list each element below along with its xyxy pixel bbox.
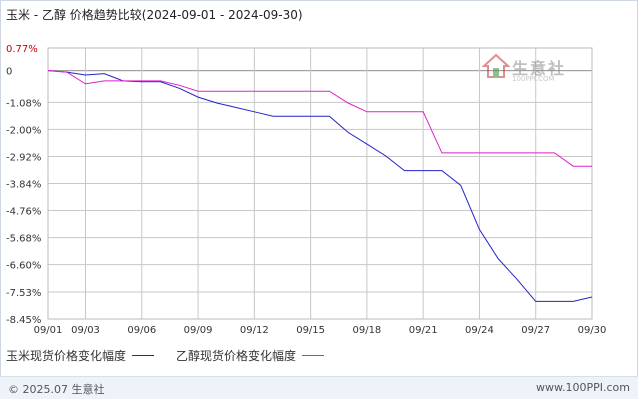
y-tick-label: -2.00% (6, 125, 41, 136)
site-url-link[interactable]: www.100PPI.com (536, 381, 630, 394)
house-logo-icon (481, 53, 511, 78)
series-line-2 (47, 70, 592, 167)
legend: 玉米现货价格变化幅度 乙醇现货价格变化幅度 (6, 347, 346, 364)
x-tick-label: 09/24 (465, 325, 494, 336)
copyright-text: © 2025.07 生意社 (8, 383, 105, 396)
legend-item-series-1: 玉米现货价格变化幅度 (6, 347, 160, 364)
plot-area-border (47, 47, 593, 320)
series-line-1 (47, 70, 593, 302)
y-tick-label: -8.45% (6, 315, 41, 326)
x-axis-ticks: 09/01 09/03 09/06 09/09 09/12 09/15 09/18 09/21… (34, 325, 607, 336)
watermark-name: 生意社 (512, 59, 567, 78)
y-tick-label: -5.68% (6, 234, 41, 245)
legend-label: 玉米现货价格变化幅度 (6, 349, 127, 363)
x-tick-label: 09/30 (578, 325, 607, 336)
y-tick-label: -2.92% (6, 152, 41, 163)
y-tick-label: -3.84% (6, 180, 41, 191)
x-tick-label: 09/03 (71, 325, 100, 336)
x-tick-label: 09/12 (240, 325, 269, 336)
y-tick-label: 0.77% (6, 44, 38, 55)
x-tick-label: 09/09 (184, 325, 213, 336)
x-tick-label: 09/27 (521, 325, 550, 336)
legend-line-swatch (132, 355, 155, 356)
x-tick-label: 09/18 (352, 325, 381, 336)
y-tick-label: -6.60% (6, 261, 41, 272)
grid-lines (47, 47, 593, 320)
x-tick-label: 09/15 (296, 325, 325, 336)
series-lines (47, 70, 593, 302)
legend-line-swatch (302, 355, 325, 356)
y-tick-label: -1.08% (6, 98, 41, 109)
x-tick-label: 09/21 (409, 325, 438, 336)
x-tick-label: 09/06 (127, 325, 156, 336)
legend-label: 乙醇现货价格变化幅度 (176, 349, 297, 363)
y-tick-label: -4.76% (6, 207, 41, 218)
x-tick-label: 09/01 (34, 325, 63, 336)
legend-item-series-2: 乙醇现货价格变化幅度 (176, 347, 330, 364)
y-tick-label: 0 (6, 67, 12, 78)
footer-bar: © 2025.07 生意社 www.100PPI.com (0, 376, 638, 399)
watermark-url: 100PPI.COM (512, 75, 555, 83)
watermark-logo: 生意社 100PPI.COM (481, 53, 564, 83)
chart-title: 玉米 - 乙醇 价格趋势比较(2024-09-01 - 2024-09-30) (6, 8, 303, 22)
y-axis-ticks: 0.77% 0 -1.08% -2.00% -2.92% -3.84% -4.76% -5.6… (6, 44, 41, 326)
y-tick-label: -7.53% (6, 288, 41, 299)
